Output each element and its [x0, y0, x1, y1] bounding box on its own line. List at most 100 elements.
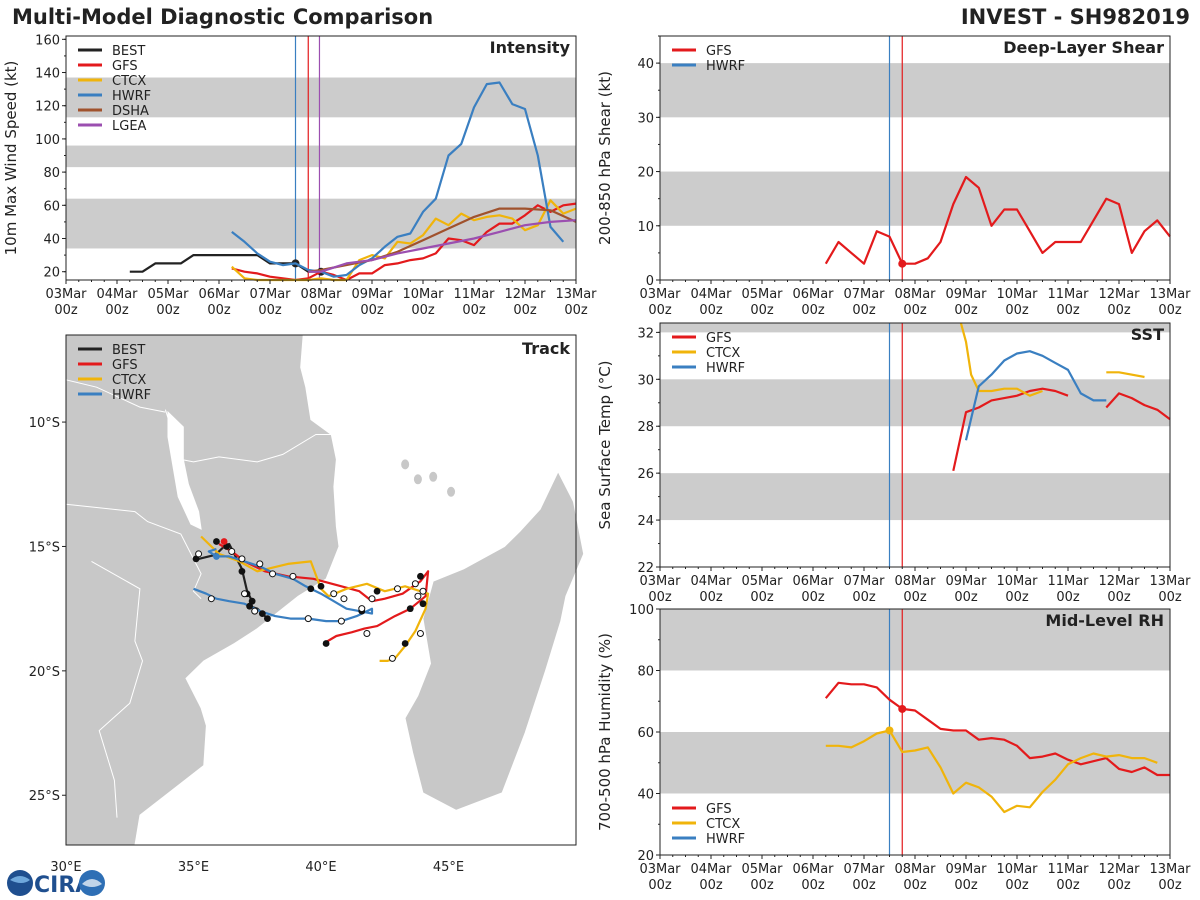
x-tick-label: 06Mar — [198, 287, 240, 302]
track-point-open — [241, 590, 248, 598]
y-tick-label: 24 — [637, 514, 654, 529]
x-tick-label: 11Mar — [1047, 862, 1089, 877]
track-point-open — [394, 585, 401, 593]
y-tick-label: 60 — [43, 199, 60, 214]
x-tick-label: 04Mar — [690, 287, 732, 302]
country-border — [91, 560, 144, 818]
figure-title: Multi-Model Diagnostic Comparison — [12, 5, 434, 29]
africa-landmass — [65, 334, 340, 846]
track-point-open — [340, 595, 348, 603]
shaded-band — [66, 145, 576, 168]
x-tick-sublabel: 00z — [1005, 590, 1029, 605]
series-line-hwrf — [964, 350, 1107, 441]
shaded-band — [660, 473, 1170, 521]
y-tick-label: 28 — [637, 420, 654, 435]
shaded-band — [660, 609, 1170, 671]
x-tick-label: 13Mar — [1149, 287, 1191, 302]
x-tick-sublabel: 00z — [411, 303, 435, 318]
track-point-open — [358, 605, 366, 613]
shaded-band — [660, 379, 1170, 427]
shaded-band — [66, 198, 576, 249]
x-tick-label: 07Mar — [843, 862, 885, 877]
y-axis-label: 200-850 hPa Shear (kt) — [596, 71, 614, 245]
track-point-open — [337, 617, 345, 625]
panel-sst: 22242628303203Mar00z04Mar00z05Mar00z06Ma… — [596, 322, 1191, 605]
panel-track: 30°E 35°E 40°E 45°E 10°S 15°S 20°S 25°S Track BES… — [29, 334, 585, 875]
x-tick-sublabel: 00z — [750, 303, 774, 318]
x-tick-label: 40°E — [305, 860, 336, 875]
legend-label-gfs: GFS — [706, 802, 732, 817]
track-point-best — [373, 587, 381, 595]
x-tick-sublabel: 00z — [1107, 590, 1131, 605]
comoros-island — [447, 486, 456, 497]
track-point-gfs — [220, 538, 228, 545]
country-border — [65, 379, 166, 413]
x-tick-label: 09Mar — [351, 287, 393, 302]
x-tick-sublabel: 00z — [954, 590, 978, 605]
legend-label-gfs: GFS — [112, 59, 138, 74]
x-tick-label: 12Mar — [1098, 574, 1140, 589]
panel-title: Intensity — [490, 38, 571, 57]
y-tick-label: 20 — [637, 849, 654, 864]
series-line-gfs — [824, 175, 1171, 265]
series-line-gfs — [824, 681, 1170, 777]
x-tick-sublabel: 00z — [852, 878, 876, 893]
x-tick-label: 10Mar — [996, 287, 1038, 302]
legend-label-lgea: LGEA — [112, 119, 147, 134]
x-tick-sublabel: 00z — [954, 878, 978, 893]
x-tick-label: 11Mar — [453, 287, 495, 302]
y-tick-label: 40 — [637, 788, 654, 803]
track-point-open — [289, 572, 297, 580]
globe-icon — [7, 870, 33, 896]
x-tick-sublabel: 00z — [360, 303, 384, 318]
track-point-open — [363, 630, 371, 638]
track-point-best — [213, 538, 220, 545]
track-point-open — [251, 607, 259, 615]
legend-label-hwrf: HWRF — [706, 361, 745, 376]
track-point-best — [238, 567, 246, 575]
x-tick-label: 03Mar — [45, 287, 87, 302]
series-line-ctcx — [825, 729, 1158, 814]
x-tick-sublabel: 00z — [801, 590, 825, 605]
x-tick-label: 04Mar — [690, 574, 732, 589]
x-tick-sublabel: 00z — [699, 590, 723, 605]
track-point-open — [269, 570, 277, 578]
legend-label-ctcx: CTCX — [112, 74, 146, 89]
x-tick-sublabel: 00z — [156, 303, 180, 318]
track-point-open — [228, 547, 236, 555]
track-point-open — [330, 590, 338, 598]
legend-label-ctcx: CTCX — [706, 346, 740, 361]
y-tick-label: 100 — [629, 603, 654, 618]
series-marker-gfs — [898, 259, 907, 268]
x-tick-sublabel: 00z — [699, 878, 723, 893]
track-point-best — [258, 610, 266, 618]
x-tick-sublabel: 00z — [648, 590, 672, 605]
x-tick-sublabel: 00z — [801, 878, 825, 893]
track-point-best — [406, 605, 414, 613]
legend-label-hwrf: HWRF — [112, 388, 151, 403]
x-tick-sublabel: 00z — [1005, 878, 1029, 893]
y-tick-label: 140 — [35, 67, 60, 82]
track-point-hwrf — [213, 553, 220, 560]
x-tick-label: 09Mar — [945, 862, 987, 877]
x-tick-label: 10Mar — [402, 287, 444, 302]
track-point-best — [264, 615, 271, 623]
axes-frame — [65, 334, 577, 846]
x-tick-label: 08Mar — [894, 862, 936, 877]
x-tick-label: 06Mar — [792, 287, 834, 302]
x-tick-sublabel: 00z — [1107, 878, 1131, 893]
track-point-open — [388, 654, 396, 662]
x-tick-label: 03Mar — [639, 574, 681, 589]
legend-label-ctcx: CTCX — [706, 817, 740, 832]
x-tick-sublabel: 00z — [1056, 303, 1080, 318]
cira-logo: CIRA — [7, 870, 105, 898]
track-point-best — [307, 585, 315, 593]
y-tick-label: 25°S — [29, 789, 60, 804]
country-border — [164, 409, 332, 463]
x-tick-label: 05Mar — [741, 574, 783, 589]
x-tick-label: 13Mar — [555, 287, 597, 302]
x-tick-sublabel: 00z — [462, 303, 486, 318]
y-tick-label: 60 — [637, 726, 654, 741]
track-point-best — [417, 572, 424, 580]
x-tick-sublabel: 00z — [1056, 590, 1080, 605]
